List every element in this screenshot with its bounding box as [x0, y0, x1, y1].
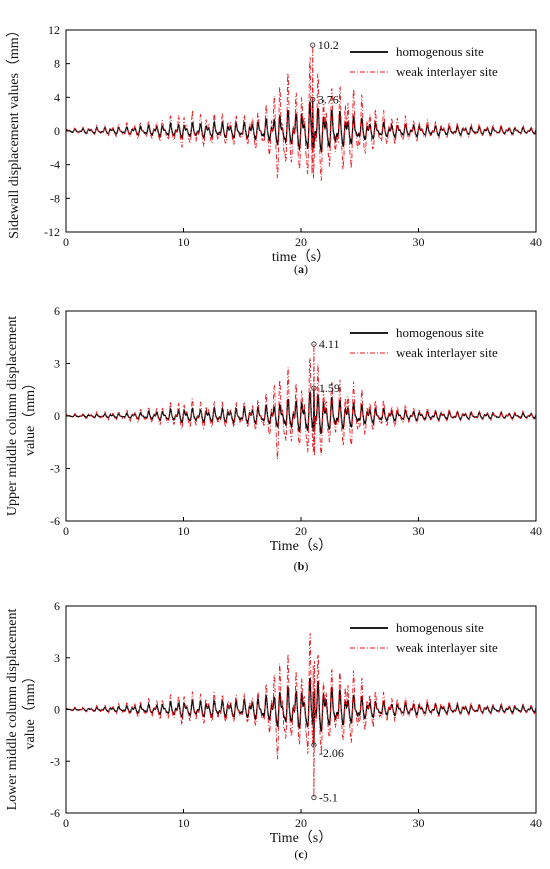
x-tick-label: 20	[295, 235, 307, 249]
y-tick-label: 0	[54, 409, 60, 423]
series-line-weak-interlayer	[66, 45, 536, 181]
y-tick-label: 4	[54, 90, 60, 104]
legend-label-homogenous: homogenous site	[396, 620, 484, 635]
peak-label-weak: 4.11	[319, 337, 340, 351]
peak-marker-homogenous	[311, 742, 317, 748]
y-axis-label-line: value（mm）	[22, 669, 38, 749]
x-tick-label: 0	[63, 816, 69, 830]
y-tick-label: 0	[54, 703, 60, 717]
peak-label-homogenous: -2.06	[319, 746, 344, 760]
x-tick-label: 40	[530, 816, 542, 830]
x-tick-label: 20	[295, 816, 307, 830]
y-tick-label: -6	[50, 514, 60, 528]
x-tick-label: 40	[530, 524, 542, 538]
y-tick-label: 3	[54, 651, 60, 665]
panel-caption: (a)	[294, 262, 308, 276]
legend: homogenous site weak interlayer site	[350, 620, 498, 655]
peak-label-weak: 10.2	[318, 38, 339, 52]
series-line-homogenous	[66, 99, 536, 154]
y-axis-label-line: Upper middle column displacement	[5, 316, 20, 516]
y-tick-label: -3	[50, 754, 60, 768]
panel-caption: (b)	[294, 559, 309, 573]
peak-label-weak: -5.1	[319, 790, 338, 804]
panel-caption: (c)	[294, 847, 307, 861]
y-tick-label: -3	[50, 462, 60, 476]
peak-label-homogenous: 1.59	[319, 381, 340, 395]
legend: homogenous site weak interlayer site	[350, 325, 498, 360]
x-tick-label: 40	[530, 235, 542, 249]
legend: homogenous site weak interlayer site	[350, 44, 498, 79]
series-line-homogenous	[66, 678, 536, 746]
x-tick-label: 0	[63, 235, 69, 249]
x-tick-label: 30	[413, 816, 425, 830]
x-axis-label: Time（s）	[270, 538, 333, 554]
y-axis-label: Sidewall displacement values（mm）	[6, 23, 22, 238]
peak-label-homogenous: 3.76	[318, 92, 339, 106]
legend-label-homogenous: homogenous site	[396, 325, 484, 340]
x-tick-label: 20	[295, 524, 307, 538]
series-line-weak-interlayer	[66, 344, 536, 460]
peak-marker-weak	[311, 341, 317, 347]
panel-caption-letter: b	[298, 559, 305, 573]
x-tick-label: 30	[413, 524, 425, 538]
x-tick-label: 10	[178, 524, 190, 538]
chart-panel-a: 0 10 20 30 40 -12 -8 -4 0 4 8 12 time（s） Sidewall dis…	[6, 23, 542, 276]
y-tick-label: -12	[44, 225, 60, 239]
y-tick-label: 6	[54, 599, 60, 613]
legend-label-weak-interlayer: weak interlayer site	[396, 64, 498, 79]
series-line-weak-interlayer	[66, 632, 536, 798]
y-tick-label: 12	[48, 23, 60, 37]
y-tick-label: 3	[54, 357, 60, 371]
peak-marker-weak	[311, 794, 317, 801]
y-tick-label: 6	[54, 304, 60, 318]
x-tick-label: 0	[63, 524, 69, 538]
x-tick-label: 30	[413, 235, 425, 249]
y-axis-label-line: value（mm）	[22, 376, 38, 456]
y-axis-label-line: Lower middle column displacement	[5, 609, 20, 811]
panel-caption-letter: a	[298, 262, 304, 276]
y-tick-label: -4	[50, 158, 60, 172]
y-tick-label: -8	[50, 191, 60, 205]
chart-panel-c: 0 10 20 30 40 -6 -3 0 3 6 Time（s） Lower middle colu…	[5, 599, 542, 861]
y-tick-label: 8	[54, 57, 60, 71]
legend-label-weak-interlayer: weak interlayer site	[396, 345, 498, 360]
legend-label-homogenous: homogenous site	[396, 44, 484, 59]
peak-marker-homogenous	[311, 385, 317, 391]
x-tick-label: 10	[178, 816, 190, 830]
peak-marker-weak	[310, 42, 316, 48]
chart-panel-b: 0 10 20 30 40 -6 -3 0 3 6 Time（s） Upper middle colu…	[5, 304, 542, 573]
peak-marker-homogenous	[310, 96, 316, 103]
y-tick-label: 0	[54, 124, 60, 138]
x-axis-label: Time（s）	[270, 830, 333, 846]
y-tick-label: -6	[50, 806, 60, 820]
x-tick-label: 10	[178, 235, 190, 249]
x-axis-label: time（s）	[272, 249, 330, 265]
panel-caption-letter: c	[298, 847, 304, 861]
legend-label-weak-interlayer: weak interlayer site	[396, 640, 498, 655]
